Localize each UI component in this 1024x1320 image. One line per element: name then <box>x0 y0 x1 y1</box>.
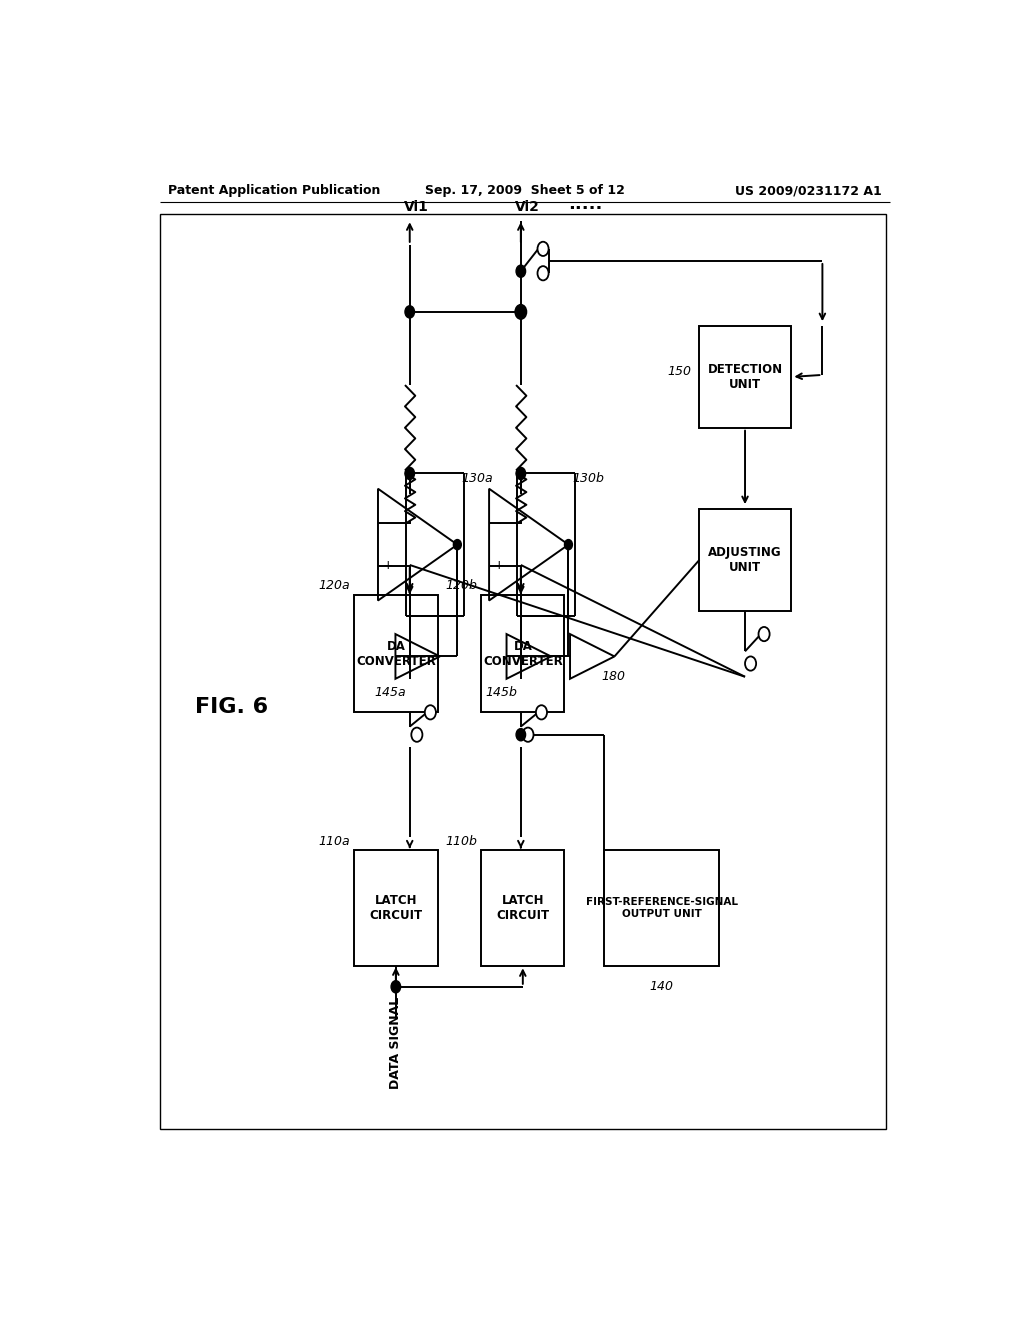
Text: -: - <box>497 517 501 529</box>
Text: Vi2: Vi2 <box>515 201 540 214</box>
Text: +: + <box>382 560 393 573</box>
Circle shape <box>516 729 525 741</box>
Bar <box>354 595 437 713</box>
Text: +: + <box>494 560 504 573</box>
Text: -: - <box>385 517 390 529</box>
Text: FIRST-REFERENCE-SIGNAL
OUTPUT UNIT: FIRST-REFERENCE-SIGNAL OUTPUT UNIT <box>586 898 737 919</box>
Text: FIG. 6: FIG. 6 <box>195 697 267 717</box>
Circle shape <box>454 540 461 549</box>
Bar <box>604 850 719 966</box>
Text: DATA SIGNAL: DATA SIGNAL <box>389 997 402 1089</box>
Text: 150: 150 <box>668 366 691 379</box>
Circle shape <box>516 265 525 277</box>
Circle shape <box>404 306 415 318</box>
Circle shape <box>516 306 525 318</box>
Circle shape <box>745 656 756 671</box>
Text: Patent Application Publication: Patent Application Publication <box>168 185 380 198</box>
Text: LATCH
CIRCUIT: LATCH CIRCUIT <box>497 894 550 921</box>
Text: 110a: 110a <box>318 836 350 847</box>
Text: DETECTION
UNIT: DETECTION UNIT <box>708 363 782 391</box>
Bar <box>699 510 791 611</box>
Text: 145b: 145b <box>485 685 517 698</box>
Circle shape <box>536 705 547 719</box>
Text: 180: 180 <box>602 671 626 684</box>
Circle shape <box>516 467 525 479</box>
Circle shape <box>391 981 400 993</box>
Circle shape <box>515 305 526 319</box>
Text: Sep. 17, 2009  Sheet 5 of 12: Sep. 17, 2009 Sheet 5 of 12 <box>425 185 625 198</box>
Bar <box>354 850 437 966</box>
Circle shape <box>412 727 423 742</box>
Circle shape <box>759 627 770 642</box>
Circle shape <box>404 467 415 479</box>
Text: DA
CONVERTER: DA CONVERTER <box>483 640 563 668</box>
Circle shape <box>425 705 436 719</box>
Text: US 2009/0231172 A1: US 2009/0231172 A1 <box>735 185 882 198</box>
Text: 140: 140 <box>649 981 674 993</box>
Text: 130b: 130b <box>572 473 604 484</box>
Bar <box>481 850 564 966</box>
Text: 120b: 120b <box>445 578 477 591</box>
Text: 145a: 145a <box>374 685 406 698</box>
Circle shape <box>538 267 549 280</box>
Circle shape <box>522 727 534 742</box>
Text: Vi1: Vi1 <box>403 201 428 214</box>
Text: DA
CONVERTER: DA CONVERTER <box>356 640 436 668</box>
Text: 120a: 120a <box>318 578 350 591</box>
Text: .....: ..... <box>568 195 603 214</box>
Text: ADJUSTING
UNIT: ADJUSTING UNIT <box>709 546 782 574</box>
Circle shape <box>538 242 549 256</box>
Bar <box>699 326 791 428</box>
Text: LATCH
CIRCUIT: LATCH CIRCUIT <box>370 894 423 921</box>
Bar <box>481 595 564 713</box>
Text: 130a: 130a <box>461 473 493 484</box>
Text: 110b: 110b <box>445 836 477 847</box>
Circle shape <box>564 540 572 549</box>
